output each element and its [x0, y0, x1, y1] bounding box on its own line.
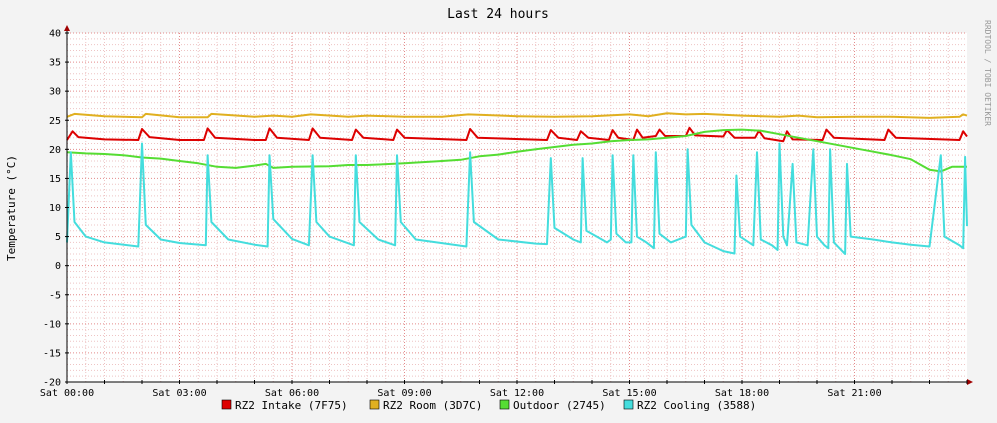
legend-label-2: Outdoor (2745)	[513, 399, 606, 412]
series-layer	[66, 112, 968, 255]
x-axis-arrow	[967, 379, 973, 385]
series-line-1	[66, 112, 968, 119]
y-tick-label: -20	[43, 378, 61, 389]
y-tick-label: -10	[43, 319, 61, 330]
legend-label-0: RZ2 Intake (7F75)	[235, 399, 348, 412]
x-tick-label: Sat 09:00	[377, 388, 431, 399]
rrdtool-watermark: RRDTOOL / TOBI OETIKER	[983, 20, 992, 126]
legend: RZ2 Intake (7F75) RZ2 Room (3D7C) Outdoor …	[221, 399, 756, 412]
x-tick-label: Sat 00:00	[40, 388, 94, 399]
x-tick-label: Sat 15:00	[602, 388, 656, 399]
x-tick-label: Sat 03:00	[152, 388, 206, 399]
y-tick-label: 25	[49, 116, 61, 127]
grid	[67, 32, 967, 382]
legend-label-1: RZ2 Room (3D7C)	[383, 399, 482, 412]
y-tick-label: 40	[49, 29, 61, 40]
legend-swatch-3	[623, 399, 634, 410]
y-tick-label: 5	[55, 232, 61, 243]
series-line-2	[66, 128, 967, 173]
x-tick-label: Sat 21:00	[827, 388, 881, 399]
y-tick-label: -15	[43, 348, 61, 359]
y-tick-label: -5	[49, 290, 61, 301]
chart-title: Last 24 hours	[447, 7, 549, 22]
series-line-3	[66, 142, 968, 255]
tick-labels: -20 -15 -10 -5 0 5 10 15 20 25 30 35 40 Sat 00:00 Sat …	[40, 29, 882, 400]
x-tick-label: Sat 12:00	[490, 388, 544, 399]
y-tick-label: 10	[49, 203, 61, 214]
y-tick-label: 15	[49, 174, 61, 185]
y-tick-label: 20	[49, 145, 61, 156]
legend-label-3: RZ2 Cooling (3588)	[637, 399, 756, 412]
legend-swatch-2	[499, 399, 510, 410]
y-tick-label: 0	[55, 261, 61, 272]
legend-swatch-1	[369, 399, 380, 410]
legend-swatch-0	[221, 399, 232, 410]
y-axis-label: Temperature (°C)	[5, 155, 18, 261]
x-tick-label: Sat 18:00	[715, 388, 769, 399]
y-tick-label: 30	[49, 87, 61, 98]
axes	[64, 25, 973, 385]
y-axis-arrow	[64, 25, 70, 31]
x-tick-label: Sat 06:00	[265, 388, 319, 399]
y-tick-label: 35	[49, 58, 61, 69]
